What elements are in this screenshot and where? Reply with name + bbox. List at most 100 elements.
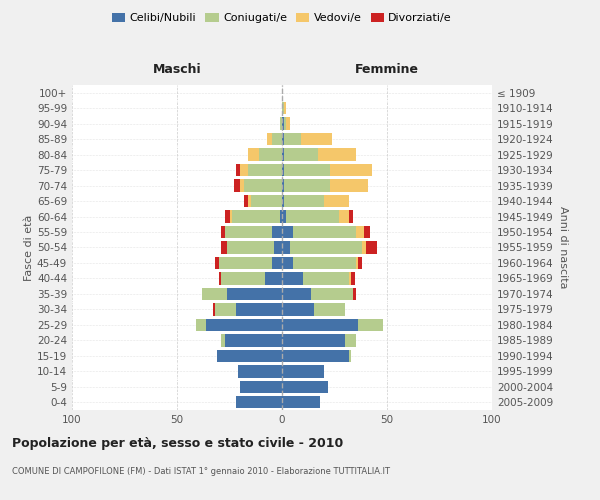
- Bar: [248, 164, 282, 176]
- Text: Popolazione per età, sesso e stato civile - 2010: Popolazione per età, sesso e stato civil…: [12, 438, 343, 450]
- Bar: [331, 180, 368, 192]
- Bar: [282, 288, 311, 300]
- Bar: [271, 226, 282, 238]
- Bar: [234, 180, 240, 192]
- Bar: [364, 226, 370, 238]
- Bar: [282, 148, 284, 161]
- Bar: [311, 288, 353, 300]
- Bar: [230, 210, 232, 222]
- Bar: [226, 210, 229, 222]
- Bar: [282, 365, 324, 378]
- Text: Maschi: Maschi: [152, 62, 202, 76]
- Bar: [282, 303, 314, 316]
- Bar: [282, 118, 284, 130]
- Bar: [284, 133, 301, 145]
- Bar: [196, 318, 206, 331]
- Bar: [293, 257, 355, 269]
- Bar: [248, 195, 251, 207]
- Bar: [284, 102, 286, 115]
- Text: Femmine: Femmine: [355, 62, 419, 76]
- Bar: [282, 272, 303, 284]
- Bar: [238, 365, 282, 378]
- Bar: [331, 164, 372, 176]
- Bar: [282, 380, 328, 393]
- Bar: [282, 334, 345, 346]
- Bar: [268, 133, 271, 145]
- Bar: [236, 303, 282, 316]
- Bar: [358, 257, 362, 269]
- Bar: [236, 164, 240, 176]
- Bar: [244, 180, 282, 192]
- Bar: [290, 242, 362, 254]
- Bar: [227, 242, 274, 254]
- Bar: [221, 272, 265, 284]
- Bar: [282, 318, 358, 331]
- Bar: [293, 226, 355, 238]
- Bar: [282, 133, 284, 145]
- Legend: Celibi/Nubili, Coniugati/e, Vedovi/e, Divorziati/e: Celibi/Nubili, Coniugati/e, Vedovi/e, Di…: [107, 8, 457, 28]
- Bar: [282, 257, 293, 269]
- Bar: [217, 350, 282, 362]
- Bar: [345, 334, 355, 346]
- Bar: [280, 210, 282, 222]
- Bar: [353, 288, 355, 300]
- Y-axis label: Anni di nascita: Anni di nascita: [557, 206, 568, 288]
- Bar: [226, 226, 271, 238]
- Bar: [282, 210, 286, 222]
- Bar: [236, 396, 282, 408]
- Bar: [324, 195, 349, 207]
- Bar: [282, 180, 284, 192]
- Bar: [282, 350, 349, 362]
- Bar: [240, 164, 248, 176]
- Bar: [286, 210, 338, 222]
- Bar: [314, 303, 345, 316]
- Bar: [358, 318, 383, 331]
- Bar: [282, 102, 284, 115]
- Bar: [221, 334, 226, 346]
- Bar: [244, 195, 248, 207]
- Bar: [215, 303, 236, 316]
- Bar: [265, 272, 282, 284]
- Bar: [221, 226, 226, 238]
- Bar: [271, 133, 282, 145]
- Bar: [282, 226, 293, 238]
- Bar: [318, 148, 355, 161]
- Bar: [248, 148, 259, 161]
- Bar: [362, 242, 366, 254]
- Bar: [219, 257, 271, 269]
- Bar: [282, 396, 320, 408]
- Bar: [355, 257, 358, 269]
- Bar: [274, 242, 282, 254]
- Bar: [206, 318, 282, 331]
- Bar: [286, 118, 290, 130]
- Bar: [219, 272, 221, 284]
- Text: COMUNE DI CAMPOFILONE (FM) - Dati ISTAT 1° gennaio 2010 - Elaborazione TUTTITALI: COMUNE DI CAMPOFILONE (FM) - Dati ISTAT …: [12, 468, 390, 476]
- Bar: [301, 133, 332, 145]
- Bar: [284, 148, 318, 161]
- Bar: [226, 334, 282, 346]
- Bar: [349, 210, 353, 222]
- Bar: [221, 242, 227, 254]
- Bar: [232, 210, 280, 222]
- Bar: [338, 210, 349, 222]
- Bar: [349, 272, 352, 284]
- Y-axis label: Fasce di età: Fasce di età: [24, 214, 34, 280]
- Bar: [282, 195, 284, 207]
- Bar: [282, 164, 284, 176]
- Bar: [303, 272, 349, 284]
- Bar: [213, 303, 215, 316]
- Bar: [251, 195, 282, 207]
- Bar: [284, 195, 324, 207]
- Bar: [355, 226, 364, 238]
- Bar: [280, 118, 282, 130]
- Bar: [240, 380, 282, 393]
- Bar: [284, 164, 331, 176]
- Bar: [227, 288, 282, 300]
- Bar: [349, 350, 352, 362]
- Bar: [202, 288, 227, 300]
- Bar: [271, 257, 282, 269]
- Bar: [240, 180, 244, 192]
- Bar: [366, 242, 377, 254]
- Bar: [259, 148, 282, 161]
- Bar: [351, 272, 355, 284]
